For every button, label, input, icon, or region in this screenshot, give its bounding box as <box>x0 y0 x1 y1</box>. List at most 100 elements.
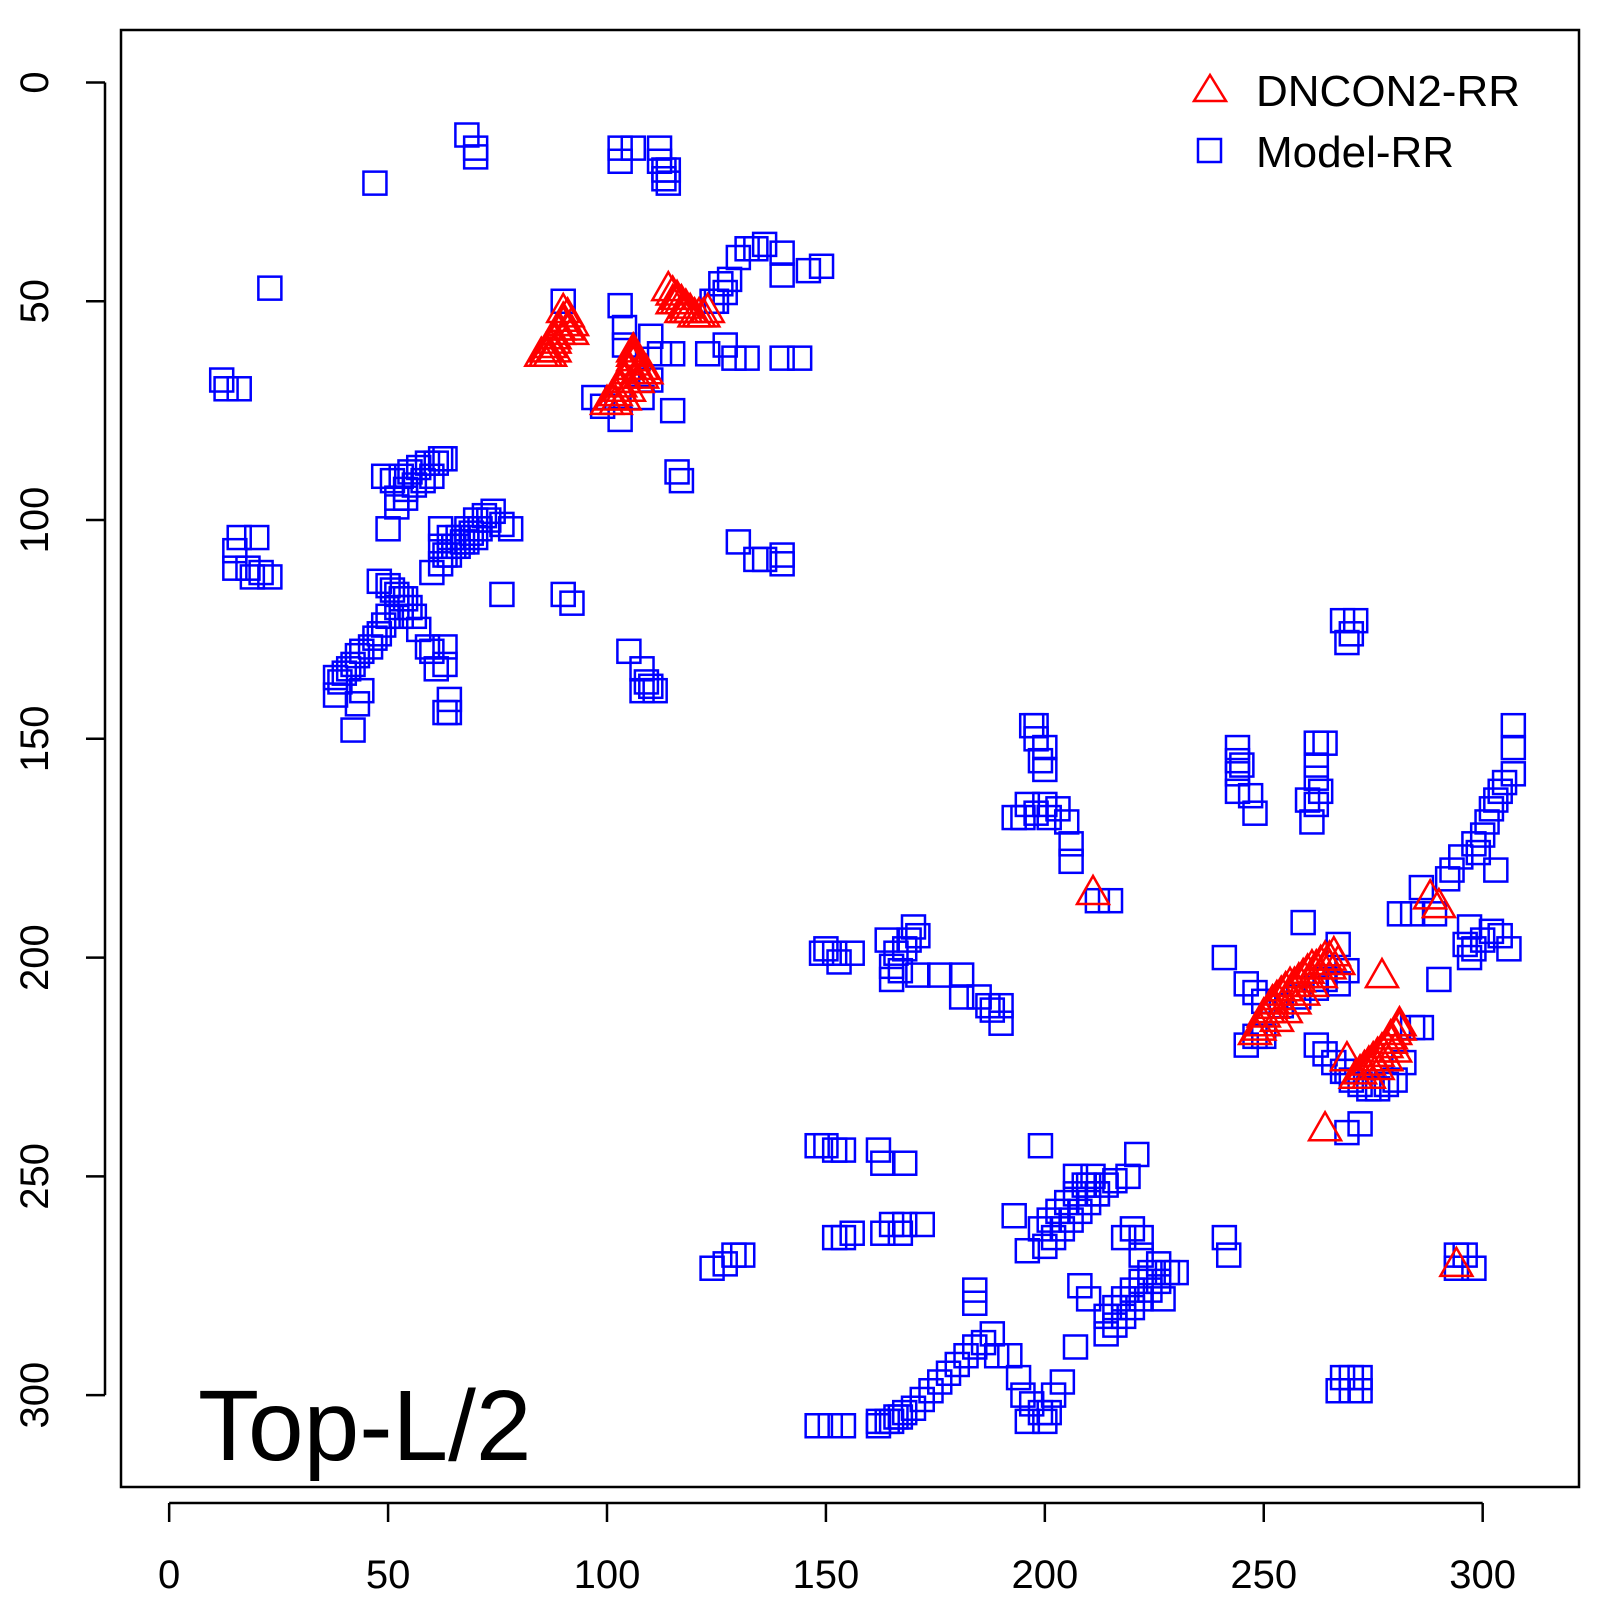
model-rr-point-357 <box>1032 1408 1058 1435</box>
model-rr-point-205 <box>1461 936 1487 962</box>
model-rr-point-316 <box>1119 1277 1146 1303</box>
x-tick-label-6: 300 <box>1449 1553 1516 1597</box>
model-rr-point-141 <box>642 677 668 704</box>
model-rr-point-171 <box>1307 778 1334 805</box>
model-rr-point-163 <box>1242 800 1268 826</box>
model-rr-point-170 <box>1299 809 1325 835</box>
model-rr-point-107 <box>405 616 432 643</box>
legend-label-dncon2: DNCON2-RR <box>1256 67 1520 116</box>
model-rr-point-216 <box>839 940 865 966</box>
model-rr-point-313 <box>1093 1303 1119 1330</box>
model-rr-point-235 <box>1211 944 1238 971</box>
model-rr-point-131 <box>436 686 463 713</box>
dncon2-rr-point-12 <box>553 304 591 337</box>
model-rr-point-155 <box>1027 747 1054 774</box>
model-rr-point-284 <box>729 1242 756 1268</box>
dncon2-rr-point-78 <box>1311 939 1348 971</box>
model-rr-point-176 <box>1032 791 1058 818</box>
model-rr-point-318 <box>1137 1259 1163 1286</box>
model-rr-point-108 <box>384 594 410 621</box>
model-rr-point-328 <box>1145 1268 1172 1295</box>
model-rr-point-120 <box>322 664 349 691</box>
model-rr-point-281 <box>699 1255 725 1281</box>
y-tick-label-3: 150 <box>13 705 57 772</box>
model-rr-point-210 <box>1426 966 1452 993</box>
model-rr-point-295 <box>1128 1224 1154 1251</box>
model-rr-point-9 <box>651 166 677 192</box>
model-rr-point-305 <box>1080 1163 1106 1190</box>
model-rr-point-279 <box>891 1211 918 1238</box>
model-rr-point-134 <box>550 581 576 608</box>
x-tick-label-5: 250 <box>1230 1553 1297 1597</box>
model-rr-point-309 <box>1058 1207 1084 1233</box>
model-rr-point-162 <box>1237 782 1264 809</box>
dncon2-rr-point-51 <box>663 291 700 324</box>
model-rr-point-189 <box>1461 831 1487 857</box>
model-rr-point-76 <box>427 516 454 542</box>
dncon2-rr-point-57 <box>1328 1039 1366 1072</box>
model-rr-point-245 <box>1290 909 1316 936</box>
x-tick-label-1: 50 <box>366 1553 411 1597</box>
model-rr-point-75 <box>257 564 283 590</box>
model-rr-point-125 <box>340 717 366 743</box>
model-rr-point-57 <box>423 450 449 476</box>
model-rr-point-178 <box>1045 796 1071 822</box>
model-rr-point-117 <box>340 651 366 678</box>
model-rr-point-184 <box>1386 901 1413 927</box>
model-rr-point-140 <box>638 673 664 700</box>
model-rr-point-196 <box>1491 769 1518 796</box>
model-rr-point-362 <box>804 1412 830 1439</box>
model-rr-point-129 <box>432 634 458 660</box>
dncon2-rr-point-50 <box>654 282 691 315</box>
model-rr-point-133 <box>436 699 463 726</box>
model-rr-point-3 <box>607 135 633 161</box>
model-rr-point-110 <box>375 603 401 630</box>
model-rr-point-231 <box>975 992 1001 1019</box>
model-rr-point-280 <box>909 1211 935 1238</box>
model-rr-point-208 <box>1487 922 1513 949</box>
model-rr-point-312 <box>1084 1181 1111 1207</box>
model-rr-point-149 <box>1338 621 1365 647</box>
model-rr-point-114 <box>357 634 384 660</box>
model-rr-point-360 <box>1049 1369 1076 1395</box>
model-rr-point-204 <box>1452 931 1478 958</box>
model-rr-point-319 <box>1145 1251 1172 1277</box>
model-rr-point-191 <box>1469 822 1496 848</box>
model-rr-point-286 <box>1062 1163 1089 1190</box>
model-rr-point-345 <box>900 1395 927 1421</box>
model-rr-point-48 <box>659 397 686 424</box>
model-rr-point-127 <box>419 638 445 665</box>
model-rr-point-95 <box>445 533 471 560</box>
model-rr-point-186 <box>1434 866 1461 892</box>
model-rr-point-116 <box>344 642 371 669</box>
model-rr-point-82 <box>480 498 506 525</box>
model-rr-point-33 <box>751 231 778 258</box>
model-rr-point-173 <box>1010 804 1036 831</box>
model-rr-point-142 <box>725 529 752 555</box>
model-rr-point-136 <box>616 638 642 665</box>
model-rr-point-16 <box>226 376 252 402</box>
y-axis: 0 50 100 150 200 250 300 <box>13 71 107 1428</box>
model-rr-point-361 <box>1062 1334 1089 1360</box>
dncon2-rr-point-33 <box>623 348 661 381</box>
x-tick-label-3: 150 <box>793 1553 860 1597</box>
model-rr-point-146 <box>769 551 795 577</box>
model-rr-point-311 <box>1075 1189 1102 1216</box>
model-rr-point-267 <box>813 1132 839 1159</box>
model-rr-point-272 <box>891 1150 918 1176</box>
model-rr-point-225 <box>900 914 927 940</box>
model-rr-point-160 <box>1229 752 1255 778</box>
dncon2-rr-point-34 <box>628 352 665 385</box>
model-rr-point-325 <box>1119 1294 1146 1321</box>
dncon2-rr-point-52 <box>1074 873 1112 906</box>
model-rr-point-195 <box>1487 778 1513 805</box>
model-rr-point-25 <box>712 332 738 358</box>
dncon2-rr-point-32 <box>623 357 661 389</box>
model-rr-point-68 <box>226 524 252 551</box>
x-tick-label-4: 200 <box>1011 1553 1078 1597</box>
model-rr-point-211 <box>1456 944 1483 971</box>
model-rr-point-307 <box>1040 1224 1067 1251</box>
model-rr-point-177 <box>1036 804 1062 831</box>
model-rr-point-337 <box>970 1329 997 1356</box>
legend-triangle-icon <box>1191 72 1229 103</box>
